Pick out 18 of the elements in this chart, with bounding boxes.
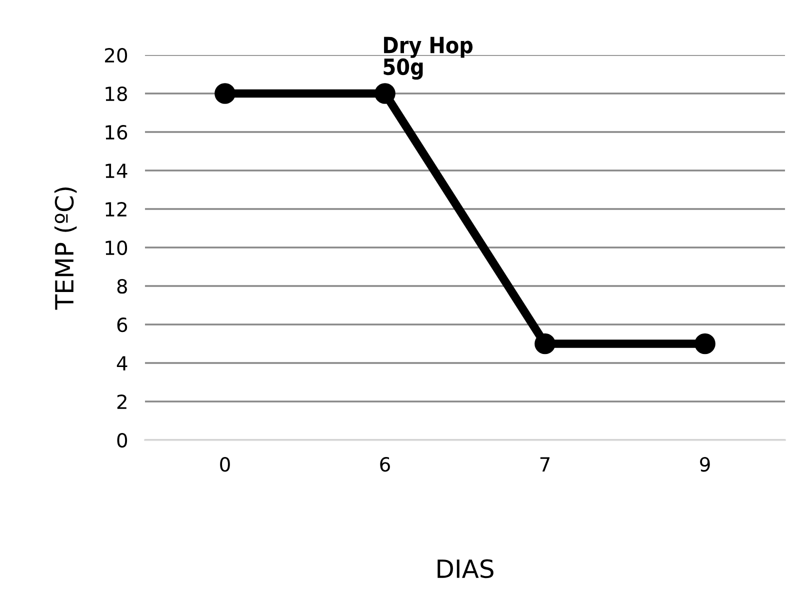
x-tick-label: 6 bbox=[380, 457, 390, 472]
y-tick-label: 18 bbox=[106, 86, 127, 102]
x-axis-title: DIAS bbox=[438, 559, 494, 578]
y-tick-label: 2 bbox=[117, 394, 126, 409]
y-tick-label: 14 bbox=[106, 164, 128, 178]
x-tick-label: 7 bbox=[540, 457, 550, 472]
y-tick-label: 4 bbox=[116, 356, 128, 370]
y-axis-title: TEMP (ºC) bbox=[54, 187, 77, 310]
y-tick-label: 16 bbox=[106, 124, 128, 140]
y-tick-label: 0 bbox=[117, 432, 128, 448]
y-tick-label: 8 bbox=[117, 278, 128, 294]
x-tick-label: 0 bbox=[220, 457, 230, 472]
y-tick-label: 6 bbox=[117, 317, 128, 332]
y-tick-label: 20 bbox=[105, 48, 128, 63]
y-tick-label: 12 bbox=[106, 202, 126, 216]
x-tick-label: 9 bbox=[700, 457, 710, 472]
y-tick-label: 10 bbox=[106, 240, 128, 256]
annotation: Dry Hop 50g bbox=[384, 36, 473, 80]
